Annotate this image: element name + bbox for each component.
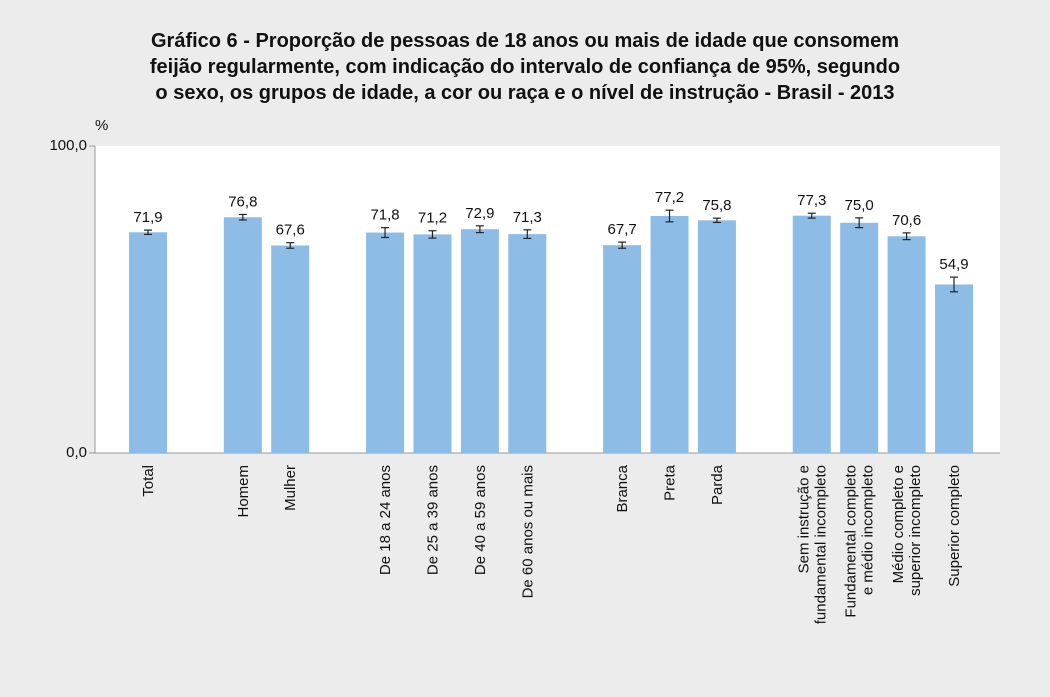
bar xyxy=(413,234,452,453)
value-label: 67,7 xyxy=(608,221,637,238)
x-tick-label: Fundamental completoe médio incompleto xyxy=(843,465,877,618)
error-bar xyxy=(475,225,484,234)
value-label: 75,8 xyxy=(702,197,731,214)
x-tick-label: Parda xyxy=(709,464,726,505)
x-tick-label: Preta xyxy=(662,464,679,501)
y-tick-label: 100,0 xyxy=(49,137,87,154)
x-tick-label: De 25 a 39 anos xyxy=(424,465,441,575)
value-label: 76,8 xyxy=(228,193,257,210)
x-tick-label: De 18 a 24 anos xyxy=(377,465,394,575)
error-bar xyxy=(238,213,247,221)
y-axis-label: % xyxy=(95,117,108,134)
value-label: 70,6 xyxy=(892,212,921,229)
error-bar xyxy=(807,212,816,219)
value-label: 71,2 xyxy=(418,210,447,227)
value-label: 54,9 xyxy=(939,256,968,273)
bar xyxy=(697,220,736,453)
bar xyxy=(603,245,642,453)
value-label: 75,0 xyxy=(845,197,874,214)
value-label: 72,9 xyxy=(465,205,494,222)
x-tick-label: Superior completo xyxy=(946,465,963,587)
value-label: 77,2 xyxy=(655,189,684,206)
error-bar xyxy=(144,229,152,236)
value-label: 71,8 xyxy=(370,207,399,224)
x-tick-label: De 60 anos ou mais xyxy=(519,465,536,598)
error-bar xyxy=(286,242,295,249)
bar xyxy=(271,245,310,453)
error-bar xyxy=(523,229,532,240)
chart-title: Gráfico 6 - Proporção de pessoas de 18 a… xyxy=(149,30,901,104)
error-bar xyxy=(381,227,390,239)
x-tick-label: Mulher xyxy=(282,465,299,511)
value-label: 71,3 xyxy=(513,209,542,226)
value-label: 71,9 xyxy=(133,209,162,226)
error-bar xyxy=(428,230,437,239)
bar xyxy=(650,215,689,453)
bar xyxy=(840,222,879,453)
bar xyxy=(887,236,926,453)
bar xyxy=(366,232,405,453)
error-bar xyxy=(950,276,958,293)
x-tick-label: Branca xyxy=(614,464,631,512)
bar xyxy=(792,215,831,453)
x-tick-label: Sem instrução efundamental incompleto xyxy=(795,465,829,624)
bar xyxy=(460,229,499,453)
bar xyxy=(508,234,547,453)
error-bar xyxy=(902,232,911,241)
error-bar xyxy=(855,217,864,229)
x-tick-label: De 40 a 59 anos xyxy=(472,465,489,575)
bar xyxy=(129,232,167,453)
value-label: 77,3 xyxy=(797,192,826,209)
x-tick-label: Homem xyxy=(235,465,252,518)
x-tick-label: Médio completo esuperior incompleto xyxy=(890,465,924,596)
error-bar xyxy=(665,209,674,223)
error-bar xyxy=(712,217,721,224)
value-label: 67,6 xyxy=(276,222,305,239)
x-tick-label: Total xyxy=(140,465,157,497)
bar xyxy=(935,284,973,453)
error-bar xyxy=(618,241,627,249)
bar xyxy=(223,217,262,453)
y-tick-label: 0,0 xyxy=(66,444,87,461)
